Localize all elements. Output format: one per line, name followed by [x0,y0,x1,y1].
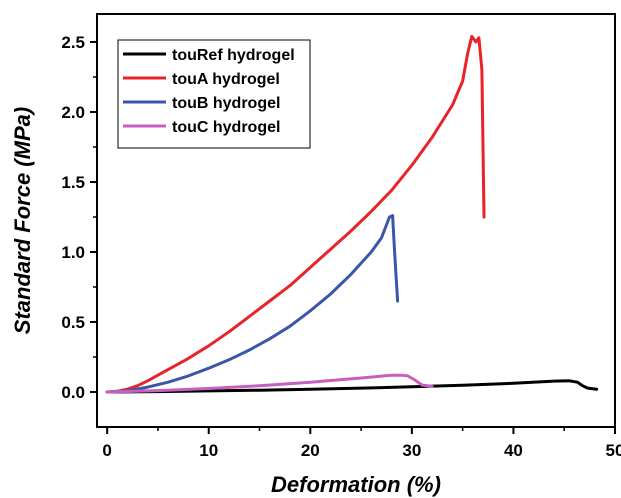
legend-label: touC hydrogel [172,119,280,136]
y-tick-label: 1.5 [61,173,85,192]
legend-entries: touRef hydrogel touA hydrogel touB hydroge… [123,47,295,136]
y-tick-label: 1.0 [61,243,85,262]
series-line-1 [105,34,486,394]
x-tick-label: 20 [301,441,320,460]
x-axis-title: Deformation (%) [271,472,441,497]
series-line-0 [105,379,599,394]
plot-area [96,13,616,428]
legend-label: touB hydrogel [172,95,280,112]
x-tick-label: 30 [402,441,421,460]
series-line-2 [105,214,400,394]
x-axis: 0 10 20 30 40 50 [102,427,621,460]
plot-frame [96,13,616,428]
x-tick-label: 10 [199,441,218,460]
y-tick-label: 0.5 [61,313,85,332]
series-line-3 [105,373,434,394]
legend-label: touRef hydrogel [172,47,295,64]
x-tick-label: 0 [102,441,111,460]
y-tick-label: 2.0 [61,103,85,122]
y-axis: 0.0 0.5 1.0 1.5 2.0 2.5 [61,33,97,402]
series-layer [105,34,599,394]
x-tick-label: 40 [504,441,523,460]
x-tick-label: 50 [606,441,621,460]
legend-label: touA hydrogel [172,71,280,88]
y-tick-label: 0.0 [61,383,85,402]
y-axis-title: Standard Force (MPa) [10,107,35,334]
y-tick-label: 2.5 [61,33,85,52]
legend-box [117,39,311,149]
legend: touRef hydrogel touA hydrogel touB hydroge… [117,39,311,149]
